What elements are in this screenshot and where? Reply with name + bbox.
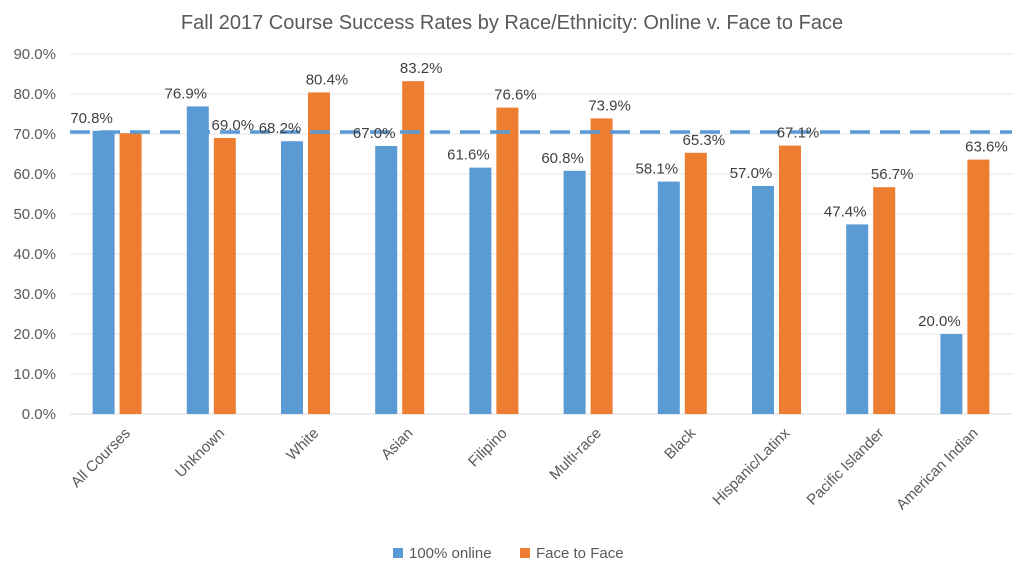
chart-title: Fall 2017 Course Success Rates by Race/E… [181, 12, 843, 34]
y-tick-label: 20.0% [13, 326, 56, 343]
x-tick-label: American Indian [893, 425, 982, 514]
bar [375, 146, 398, 414]
x-axis: All Courses Unknown White Asian Filipino Mult… [68, 424, 982, 513]
x-tick-label: Pacific Islander [804, 425, 888, 509]
legend-label: Face to Face [536, 545, 624, 562]
data-label: 60.8% [541, 150, 584, 167]
bar [119, 133, 142, 414]
bar [940, 334, 963, 414]
data-label: 56.7% [871, 166, 914, 183]
bar [657, 181, 680, 414]
bar [469, 167, 492, 414]
y-tick-label: 40.0% [13, 246, 56, 263]
bar [846, 224, 869, 414]
y-tick-label: 30.0% [13, 286, 56, 303]
data-label: 80.4% [306, 71, 349, 88]
bar [590, 118, 613, 415]
bar [92, 130, 115, 415]
bar [684, 152, 707, 415]
data-label: 63.6% [965, 139, 1008, 156]
bar [779, 145, 801, 414]
y-tick-label: 60.0% [13, 166, 56, 183]
bar [281, 141, 303, 414]
y-tick-label: 10.0% [13, 366, 56, 383]
legend-label: 100% online [409, 545, 492, 562]
x-tick-label: Multi-race [546, 425, 605, 484]
bar [752, 186, 774, 414]
data-label: 76.6% [494, 87, 537, 104]
data-label: 76.9% [165, 85, 208, 102]
data-label: 68.2% [259, 120, 302, 137]
y-tick-label: 80.0% [13, 86, 56, 103]
legend: 100% online Face to Face [393, 545, 624, 562]
data-label: 20.0% [918, 313, 961, 330]
bar [967, 159, 990, 414]
gridlines [70, 53, 1012, 415]
data-label: 73.9% [588, 97, 631, 114]
bar [496, 107, 519, 414]
y-tick-label: 70.0% [13, 126, 56, 143]
bars [92, 81, 990, 415]
x-tick-label: Unknown [172, 425, 228, 481]
data-labels: 70.8% 76.9%69.0% 68.2% 80.4% 67.0% 83.2% 61.6%… [70, 60, 1007, 330]
legend-swatch [393, 548, 403, 558]
y-tick-label: 0.0% [22, 406, 56, 423]
data-label: 69.0% [212, 117, 255, 134]
x-tick-label: All Courses [68, 425, 134, 491]
bar [213, 138, 236, 414]
data-label: 67.1% [777, 125, 820, 142]
bar [402, 81, 425, 414]
data-label: 65.3% [683, 132, 726, 149]
x-tick-label: Asian [378, 425, 417, 464]
data-label: 58.1% [636, 161, 679, 178]
data-label: 70.8% [70, 110, 113, 127]
legend-swatch [520, 548, 530, 558]
y-axis: 0.0% 10.0% 20.0% 30.0% 40.0% 50.0% 60.0% 70.0% 8… [13, 46, 56, 423]
bar [186, 106, 209, 415]
x-tick-label: Hispanic/Latinx [709, 424, 793, 508]
data-label: 61.6% [447, 147, 490, 164]
y-tick-label: 50.0% [13, 206, 56, 223]
data-label: 57.0% [730, 165, 773, 182]
data-label: 47.4% [824, 203, 867, 220]
y-tick-label: 90.0% [13, 46, 56, 63]
data-label: 67.0% [353, 125, 396, 142]
bar [873, 187, 896, 414]
data-label: 83.2% [400, 60, 443, 77]
bar [308, 92, 330, 415]
x-tick-label: Black [661, 424, 699, 462]
x-tick-label: White [283, 425, 322, 464]
x-tick-label: Filipino [465, 425, 511, 471]
bar [563, 170, 586, 414]
